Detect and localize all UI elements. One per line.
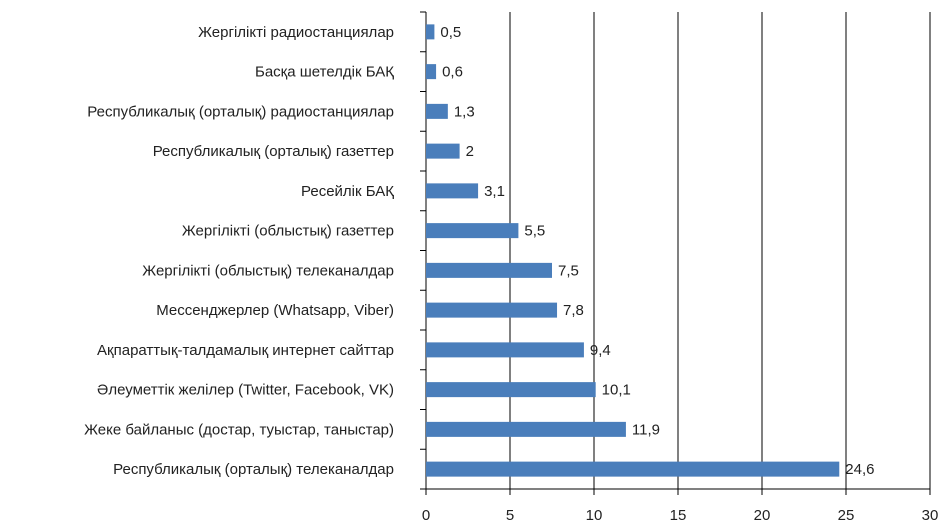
y-tick-label: Жергілікті (облыстық) газеттер	[182, 223, 394, 240]
bar	[426, 103, 448, 119]
y-tick-label: Жергілікті (облыстық) телеканалдар	[142, 262, 394, 279]
value-label: 10,1	[602, 382, 631, 399]
y-tick-label: Жергілікті радиостанциялар	[198, 24, 394, 41]
y-tick-label: Ақпараттық-талдамалық интернет сайттар	[97, 342, 394, 359]
value-label: 7,5	[558, 262, 579, 279]
y-tick-label: Әлеуметтік желілер (Twitter, Facebook, V…	[97, 382, 394, 399]
bar	[426, 183, 479, 199]
bar	[426, 24, 435, 40]
value-label: 7,8	[563, 302, 584, 319]
bar	[426, 64, 437, 80]
value-label: 3,1	[484, 183, 505, 200]
bar	[426, 421, 626, 437]
bar	[426, 143, 460, 159]
x-tick-label: 0	[422, 507, 430, 522]
bar	[426, 302, 558, 318]
value-label: 11,9	[632, 421, 660, 438]
x-tick-label: 5	[506, 507, 514, 522]
x-tick-label: 20	[754, 507, 771, 522]
x-tick-label: 30	[922, 507, 939, 522]
value-label: 9,4	[590, 342, 611, 359]
y-tick-label: Ресейлік БАҚ	[301, 183, 394, 200]
y-tick-label: Мессенджерлер (Whatsapp, Viber)	[156, 302, 394, 319]
y-tick-label: Республикалық (орталық) радиостанциялар	[87, 103, 394, 120]
bar	[426, 223, 519, 239]
y-tick-label: Республикалық (орталық) газеттер	[153, 143, 394, 160]
x-tick-label: 15	[670, 507, 687, 522]
value-label: 24,6	[845, 461, 874, 478]
y-tick-label: Басқа шетелдік БАҚ	[255, 64, 394, 81]
x-tick-label: 10	[586, 507, 603, 522]
y-tick-label: Республикалық (орталық) телеканалдар	[113, 461, 394, 478]
bar	[426, 262, 552, 278]
bar	[426, 461, 840, 477]
value-label: 2	[466, 143, 474, 160]
y-tick-label: Жеке байланыс (достар, туыстар, таныстар…	[84, 421, 394, 438]
bar	[426, 382, 596, 398]
value-label: 5,5	[524, 223, 545, 240]
x-tick-label: 25	[838, 507, 855, 522]
value-label: 0,5	[440, 24, 461, 41]
value-label: 1,3	[454, 103, 475, 120]
value-label: 0,6	[442, 64, 463, 81]
bar	[426, 342, 584, 358]
